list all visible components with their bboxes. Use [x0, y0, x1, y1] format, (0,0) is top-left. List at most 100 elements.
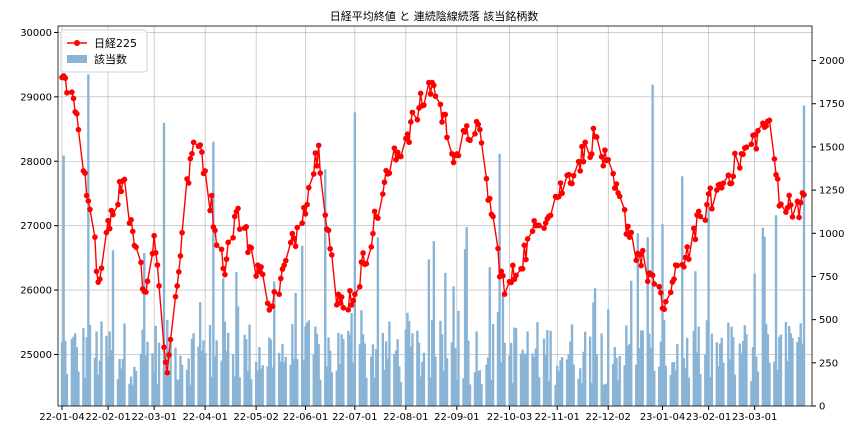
count-bar [583, 331, 587, 406]
nikkei-point [70, 95, 77, 102]
count-bar [592, 302, 595, 406]
nikkei-point [569, 180, 575, 187]
nikkei-point [92, 234, 98, 241]
nikkei-point [523, 256, 529, 263]
count-bar [732, 337, 735, 406]
nikkei-point [187, 155, 194, 162]
nikkei-point [432, 93, 439, 100]
count-bar [634, 364, 638, 406]
nikkei-point [162, 359, 169, 366]
x-tick-label: 22-05-02 [233, 412, 278, 423]
nikkei-point [177, 253, 184, 259]
nikkei-point [771, 156, 778, 162]
count-bar [248, 324, 251, 406]
count-bar [82, 328, 85, 406]
count-bar [490, 379, 493, 406]
count-bar [649, 347, 653, 406]
nikkei-point [450, 159, 457, 166]
nikkei-point [557, 180, 564, 186]
count-bar [776, 369, 779, 406]
count-bar [157, 342, 161, 406]
count-bar [305, 322, 309, 406]
count-bar [618, 355, 621, 406]
nikkei-point [218, 246, 225, 253]
count-bar [208, 325, 212, 406]
count-bar [774, 215, 778, 406]
nikkei-point [579, 143, 585, 150]
nikkei-point [174, 283, 180, 289]
count-bar [141, 329, 144, 406]
count-bar [83, 377, 87, 406]
count-bar [751, 347, 755, 406]
count-bar [445, 358, 449, 406]
count-bar [485, 364, 488, 406]
count-bar [531, 353, 534, 406]
nikkei-point [231, 213, 238, 220]
count-bar [478, 370, 482, 406]
count-bar [210, 376, 213, 406]
nikkei-point [75, 126, 82, 133]
count-bar [743, 325, 746, 406]
count-bar [740, 352, 743, 406]
count-bar [704, 354, 707, 406]
count-bar [440, 334, 444, 406]
count-bar [197, 346, 200, 406]
count-bar [756, 371, 760, 406]
count-bar [152, 372, 156, 406]
count-bar [580, 383, 584, 406]
count-bar [457, 310, 460, 406]
nikkei-point [269, 303, 276, 310]
x-tick-label: 22-06-01 [283, 412, 328, 423]
nikkei-point [524, 236, 531, 242]
nikkei-point [789, 214, 796, 220]
count-bar [120, 368, 123, 406]
nikkei-point [663, 298, 669, 305]
right-tick-label: 1750 [819, 99, 844, 110]
nikkei-point [427, 91, 434, 97]
count-bar [317, 344, 320, 406]
count-bar [133, 366, 136, 406]
nikkei-point [521, 242, 528, 249]
nikkei-point [305, 184, 312, 191]
count-bar [373, 377, 376, 406]
count-bar [77, 371, 80, 406]
count-bar [661, 224, 664, 406]
nikkei-point [570, 172, 577, 179]
nikkei-point [495, 245, 501, 252]
count-bar [87, 74, 90, 406]
nikkei-point [409, 109, 416, 116]
nikkei-point [222, 271, 228, 278]
count-bar [582, 351, 585, 406]
count-bar [361, 334, 365, 406]
count-bar [97, 374, 100, 406]
count-bar [407, 320, 411, 406]
nikkei-point [82, 170, 88, 176]
count-bar [370, 356, 373, 406]
count-bar [383, 369, 386, 406]
count-bar [404, 329, 408, 406]
count-bar [468, 384, 472, 406]
nikkei-point [531, 218, 537, 224]
count-bar [203, 353, 207, 406]
count-bar [537, 377, 541, 406]
nikkei-point [626, 234, 633, 240]
count-bar [710, 333, 714, 406]
count-bar [513, 327, 516, 406]
count-bar [312, 354, 315, 406]
nikkei-point [143, 289, 149, 295]
nikkei-point [167, 336, 174, 343]
count-bar [70, 338, 74, 406]
count-bar [304, 326, 307, 406]
count-bar [108, 331, 111, 406]
nikkei-point [541, 225, 547, 231]
x-tick-label: 23-02-01 [686, 412, 731, 423]
nikkei-point [164, 369, 171, 376]
count-bar [628, 343, 631, 406]
nikkei-point [197, 142, 203, 148]
nikkei-point [98, 265, 105, 271]
nikkei-point [337, 300, 343, 306]
count-bar [233, 376, 236, 406]
nikkei-point [656, 283, 663, 290]
nikkei-point [463, 123, 470, 129]
count-bar [319, 379, 322, 406]
